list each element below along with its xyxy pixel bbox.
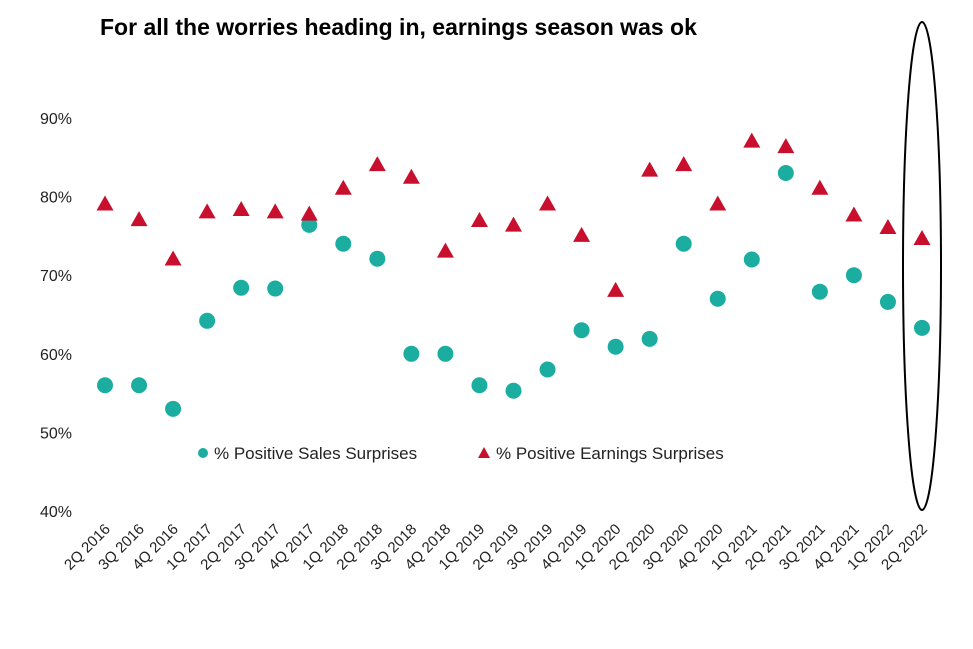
series-earnings-surprises	[96, 132, 931, 297]
sales-point	[845, 267, 862, 284]
sales-point	[675, 235, 692, 252]
sales-point	[607, 338, 624, 355]
earnings-point	[96, 195, 114, 211]
sales-point	[573, 322, 590, 339]
earnings-point	[402, 168, 420, 184]
sales-point	[369, 250, 386, 267]
sales-point	[914, 319, 930, 336]
legend: % Positive Sales Surprises % Positive Ea…	[198, 444, 724, 463]
earnings-point	[913, 230, 931, 246]
legend-marker-earnings	[478, 447, 490, 458]
sales-point	[471, 377, 488, 394]
sales-point	[267, 280, 284, 297]
sales-point	[335, 235, 352, 252]
earnings-point	[641, 161, 659, 177]
earnings-point	[470, 211, 488, 227]
legend-label-sales: % Positive Sales Surprises	[214, 444, 417, 463]
earnings-point	[130, 211, 148, 227]
y-tick-label: 80%	[40, 190, 72, 207]
sales-point	[165, 400, 182, 417]
earnings-point	[777, 138, 795, 154]
earnings-point	[539, 195, 557, 211]
sales-point	[437, 345, 454, 362]
earnings-point	[436, 242, 454, 258]
earnings-point	[232, 200, 250, 216]
series-sales-surprises	[97, 165, 930, 417]
sales-point	[539, 361, 556, 378]
earnings-point	[879, 219, 897, 235]
sales-point	[233, 279, 250, 296]
legend-marker-sales	[198, 448, 208, 458]
highlight-ellipse	[902, 21, 942, 511]
earnings-point	[811, 179, 829, 195]
sales-point	[641, 330, 658, 347]
earnings-point	[743, 132, 761, 148]
earnings-point	[709, 195, 727, 211]
earnings-point	[300, 205, 318, 221]
sales-point	[709, 290, 726, 307]
chart-title: For all the worries heading in, earnings…	[100, 14, 697, 40]
y-tick-label: 90%	[40, 111, 72, 128]
earnings-point	[164, 250, 182, 266]
sales-point	[301, 216, 318, 233]
sales-point	[505, 382, 522, 399]
sales-point	[403, 345, 420, 362]
sales-point	[777, 165, 794, 182]
earnings-point	[505, 216, 522, 232]
earnings-point	[198, 203, 216, 219]
earnings-point	[675, 156, 693, 172]
earnings-point	[334, 179, 352, 195]
sales-point	[743, 251, 760, 268]
sales-point	[97, 377, 113, 394]
earnings-point	[368, 156, 386, 172]
earnings-point	[266, 203, 284, 219]
y-tick-label: 40%	[40, 504, 72, 521]
y-axis: 40% 50% 60% 70% 80% 90%	[40, 111, 72, 521]
sales-point	[131, 377, 148, 394]
y-tick-label: 60%	[40, 347, 72, 364]
y-tick-label: 70%	[40, 268, 72, 285]
earnings-point	[607, 281, 625, 297]
earnings-point	[845, 206, 863, 222]
earnings-point	[573, 226, 591, 242]
sales-point	[811, 283, 828, 300]
legend-label-earnings: % Positive Earnings Surprises	[496, 444, 724, 463]
sales-point	[879, 293, 896, 310]
sales-point	[199, 312, 216, 329]
y-tick-label: 50%	[40, 425, 72, 442]
